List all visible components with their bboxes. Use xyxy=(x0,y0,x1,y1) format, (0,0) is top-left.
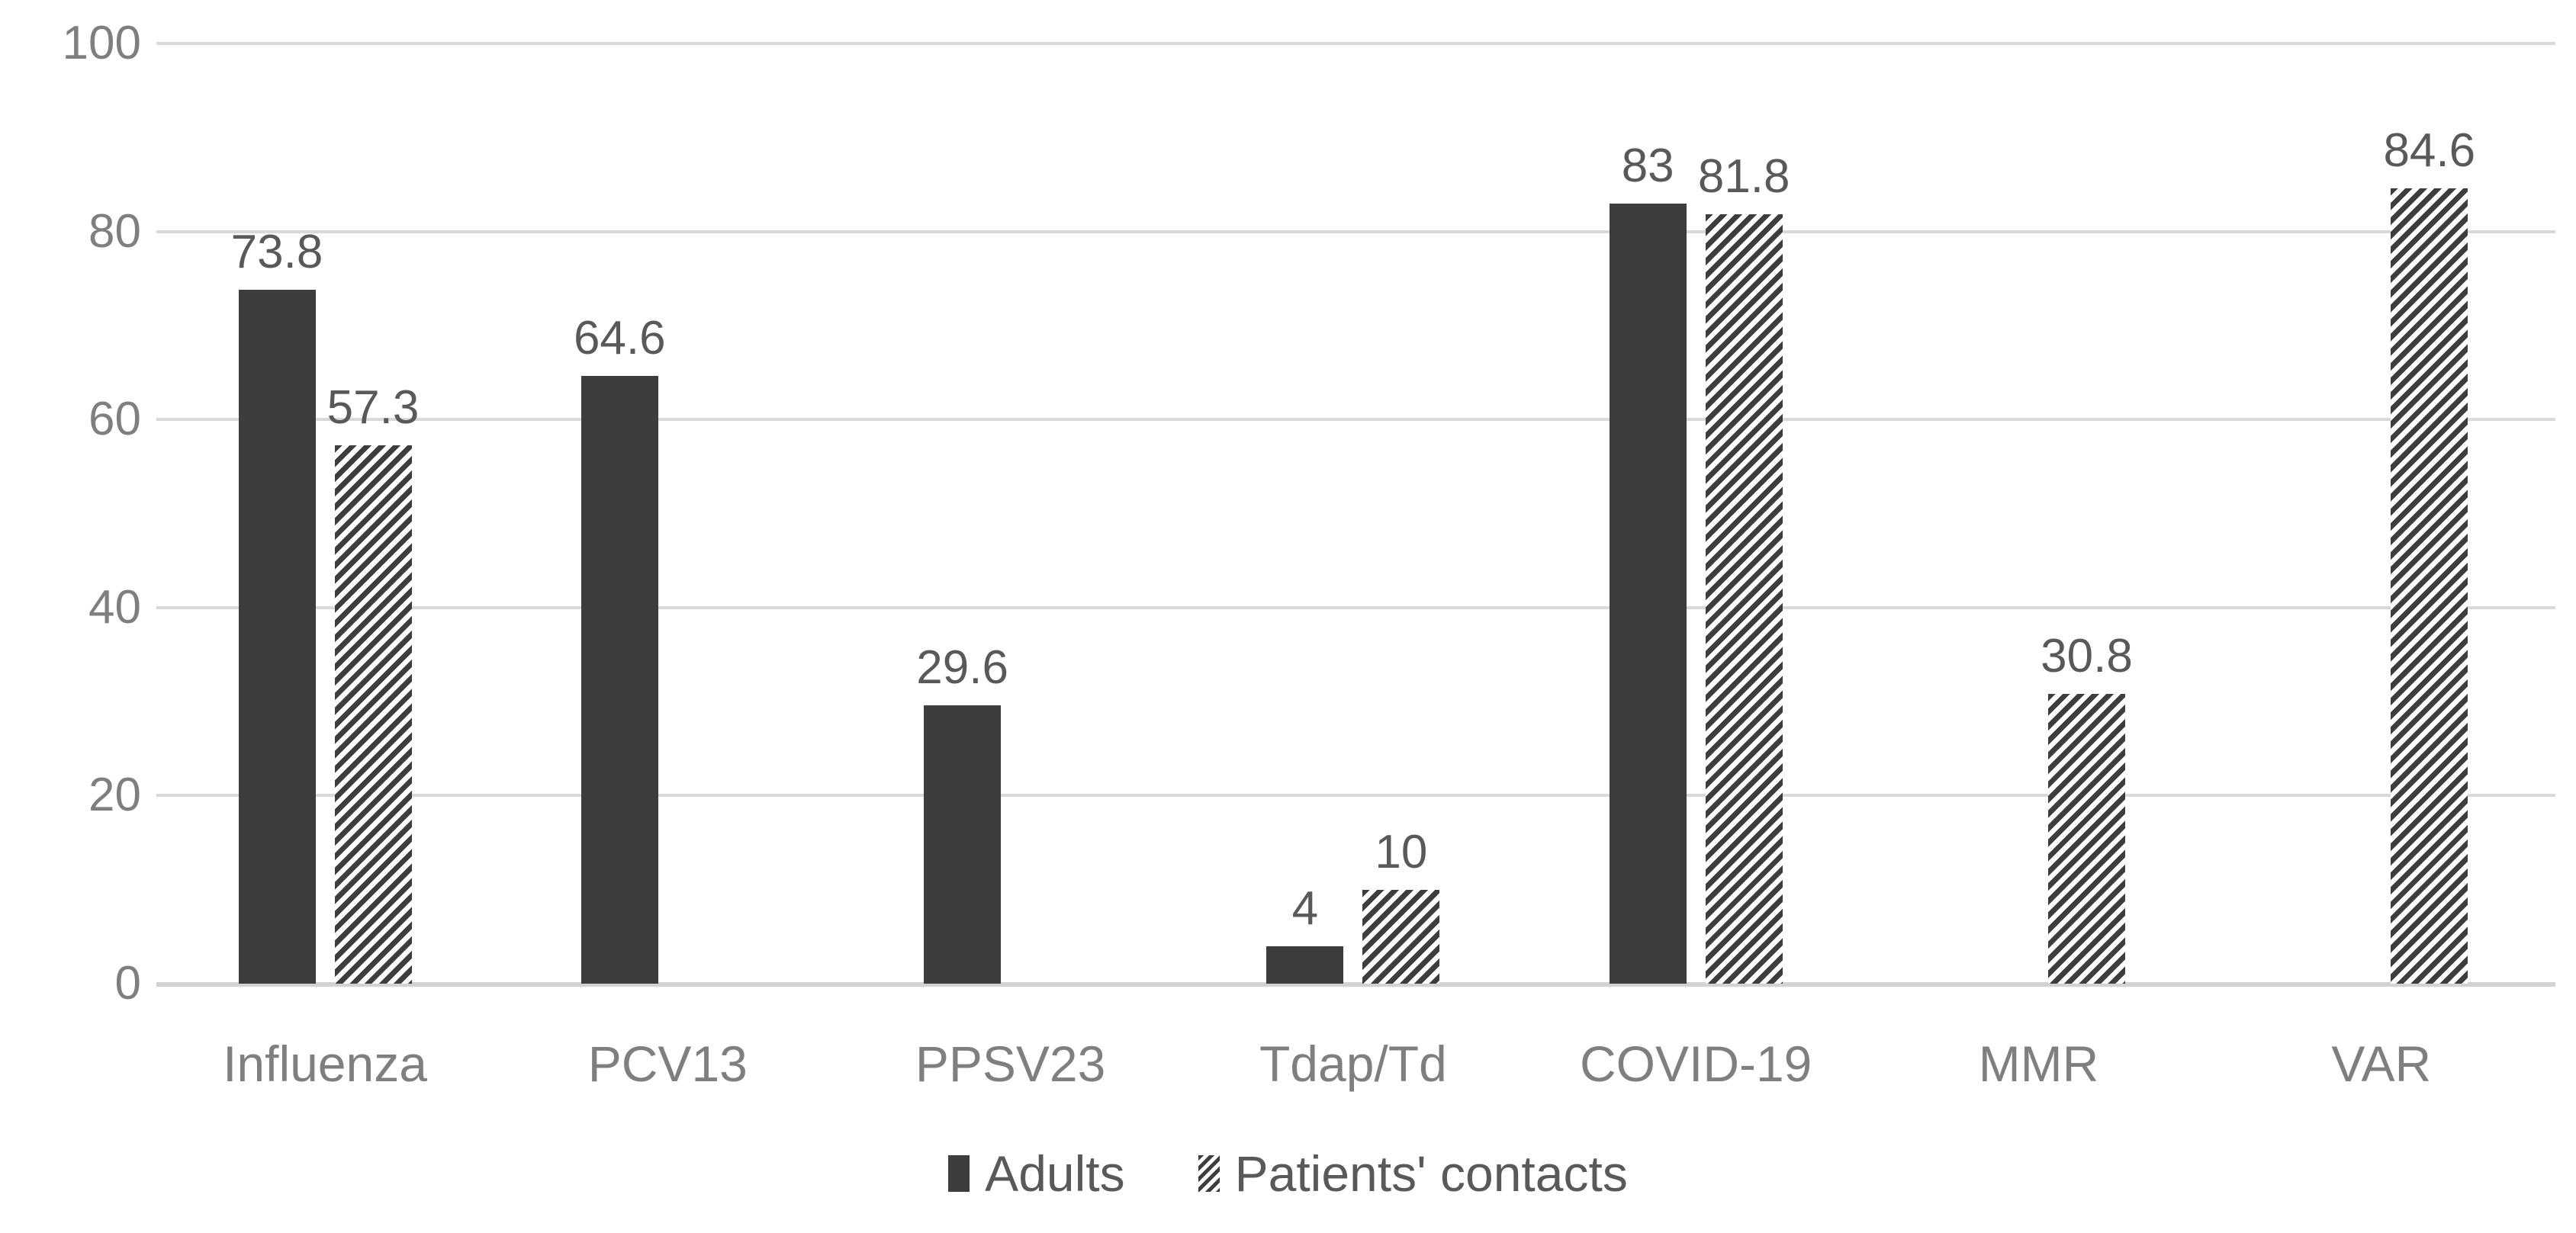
legend-item-adults: Adults xyxy=(948,1145,1125,1202)
legend-swatch-solid xyxy=(948,1155,970,1192)
legend-label-adults: Adults xyxy=(985,1145,1125,1202)
y-tick-40: 40 xyxy=(88,580,141,634)
value-label-patients-contacts-tdap-td: 10 xyxy=(1375,825,1428,878)
gridline-40 xyxy=(156,605,2555,609)
bar-patients-contacts-tdap-td xyxy=(1362,889,1440,984)
y-tick-60: 60 xyxy=(88,393,141,446)
x-label-covid-19: COVID-19 xyxy=(1579,1036,1812,1092)
value-label-patients-contacts-mmr: 30.8 xyxy=(2041,630,2133,683)
y-tick-0: 0 xyxy=(114,957,141,1010)
value-label-adults-pcv13: 64.6 xyxy=(573,312,666,365)
value-label-adults-influenza: 73.8 xyxy=(230,226,323,279)
x-label-tdap-td: Tdap/Td xyxy=(1259,1036,1447,1092)
value-label-patients-contacts-covid-19: 81.8 xyxy=(1697,150,1790,204)
value-label-adults-tdap-td: 4 xyxy=(1291,881,1319,935)
value-label-adults-ppsv23: 29.6 xyxy=(916,641,1008,695)
x-label-var: VAR xyxy=(2331,1036,2432,1092)
y-tick-80: 80 xyxy=(88,204,141,258)
bar-adults-pcv13 xyxy=(580,376,658,984)
value-label-patients-contacts-var: 84.6 xyxy=(2383,124,2476,177)
bar-adults-covid-19 xyxy=(1609,203,1687,984)
gridline-80 xyxy=(156,230,2555,233)
value-label-adults-covid-19: 83 xyxy=(1621,139,1674,192)
bar-patients-contacts-covid-19 xyxy=(1705,214,1783,984)
legend: Adults Patients' contacts xyxy=(0,1145,2576,1202)
bar-adults-ppsv23 xyxy=(924,705,1002,984)
legend-swatch-hatched xyxy=(1198,1155,1220,1192)
value-label-patients-contacts-influenza: 57.3 xyxy=(326,380,420,434)
x-label-ppsv23: PPSV23 xyxy=(915,1036,1106,1092)
bar-patients-contacts-influenza xyxy=(334,445,412,984)
gridline-100 xyxy=(156,42,2555,45)
legend-item-patients-contacts: Patients' contacts xyxy=(1198,1145,1628,1202)
bar-patients-contacts-mmr xyxy=(2048,694,2125,984)
gridline-20 xyxy=(156,794,2555,798)
y-tick-100: 100 xyxy=(62,17,141,69)
bar-adults-tdap-td xyxy=(1266,946,1344,984)
gridline-60 xyxy=(156,418,2555,422)
y-tick-20: 20 xyxy=(88,769,141,822)
bar-adults-influenza xyxy=(238,290,316,984)
x-label-influenza: Influenza xyxy=(223,1036,427,1092)
legend-label-patients-contacts: Patients' contacts xyxy=(1234,1145,1628,1202)
gridline-0 xyxy=(156,982,2555,987)
bar-patients-contacts-var xyxy=(2391,188,2468,984)
x-label-mmr: MMR xyxy=(1978,1036,2099,1092)
x-label-pcv13: PCV13 xyxy=(587,1036,748,1092)
